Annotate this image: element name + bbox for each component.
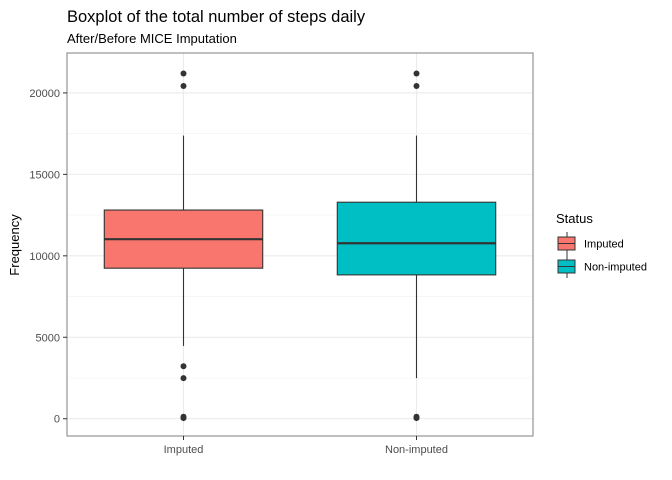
x-axis: Imputed Non-imputed bbox=[164, 436, 448, 456]
legend-title: Status bbox=[556, 211, 593, 226]
boxes-layer bbox=[103, 70, 497, 422]
legend-item-imputed: Imputed bbox=[557, 232, 624, 255]
outlier-point bbox=[180, 70, 187, 77]
panel-border bbox=[66, 52, 534, 437]
chart-title: Boxplot of the total number of steps dai… bbox=[67, 8, 366, 26]
box-group-imputed bbox=[103, 70, 264, 422]
y-tick-label: 5000 bbox=[36, 332, 60, 344]
plot-panel bbox=[66, 52, 534, 437]
outlier-point bbox=[413, 415, 420, 422]
legend-item-non-imputed: Non-imputed bbox=[557, 255, 647, 278]
box-group-non-imputed bbox=[336, 70, 497, 422]
chart-subtitle: After/Before MICE Imputation bbox=[67, 31, 237, 46]
outlier-point bbox=[180, 363, 187, 370]
legend: Status Imputed Non-imputed bbox=[556, 211, 647, 278]
outlier-point bbox=[413, 82, 420, 89]
y-axis-title: Frequency bbox=[7, 214, 22, 276]
x-tick-label: Imputed bbox=[164, 444, 204, 456]
y-tick-label: 20000 bbox=[29, 88, 60, 100]
y-tick-label: 10000 bbox=[29, 251, 60, 263]
outlier-point bbox=[180, 375, 187, 382]
box bbox=[336, 201, 497, 276]
outlier-point bbox=[180, 82, 187, 89]
y-axis: 0 5000 10000 15000 20000 bbox=[29, 88, 67, 426]
legend-label: Non-imputed bbox=[584, 262, 647, 274]
legend-items: Imputed Non-imputed bbox=[557, 232, 647, 278]
y-tick-label: 0 bbox=[54, 414, 60, 426]
outlier-point bbox=[413, 70, 420, 77]
legend-label: Imputed bbox=[584, 239, 624, 251]
outlier-point bbox=[180, 415, 187, 422]
x-tick-label: Non-imputed bbox=[385, 444, 448, 456]
y-tick-label: 15000 bbox=[29, 169, 60, 181]
